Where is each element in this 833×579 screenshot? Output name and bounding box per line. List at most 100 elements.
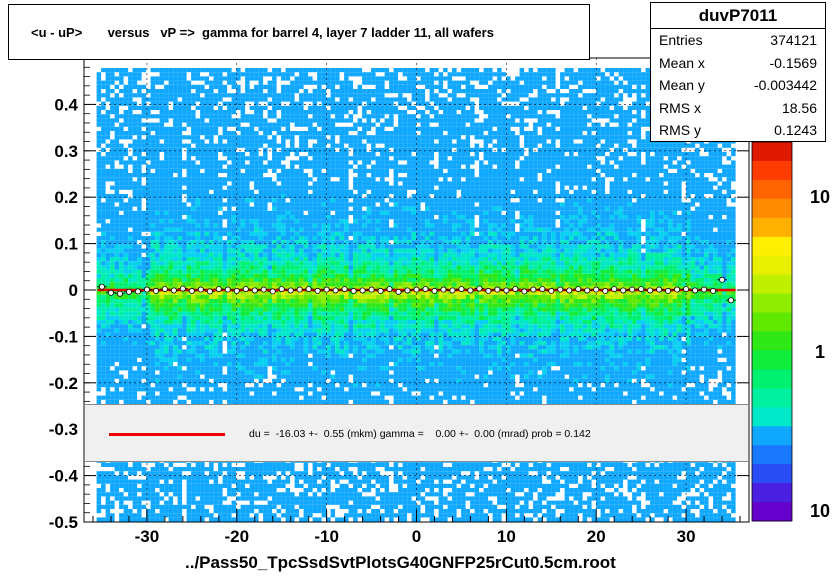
heatmap-cell [132,349,138,354]
heatmap-cell [218,110,223,115]
heatmap-cell [231,118,237,123]
heatmap-cell [146,483,151,488]
heatmap-cell [276,462,282,467]
heatmap-cell [263,236,268,241]
heatmap-cell [204,143,210,148]
heatmap-cell [218,84,223,89]
heatmap-cell [303,202,309,207]
heatmap-cell [159,80,165,85]
heatmap-cell [105,202,111,207]
heatmap-cell [132,202,138,207]
heatmap-cell [317,97,322,102]
heatmap-cell [308,76,313,81]
heatmap-cell [236,395,241,400]
heatmap-cell [182,89,187,94]
heatmap-cell [191,467,196,472]
heatmap-cell [159,349,165,354]
heatmap-cell [258,76,264,81]
heatmap-cell [321,194,327,199]
heatmap-cell [290,244,295,249]
heatmap-cell [105,399,111,404]
heatmap-cell [96,164,102,169]
heatmap-cell [168,185,174,190]
heatmap-cell [164,206,169,211]
heatmap-cell [272,399,277,404]
heatmap-cell [182,303,187,308]
heatmap-cell [155,500,160,505]
heatmap-cell [119,236,124,241]
heatmap-cell [317,84,322,89]
heatmap-cell [254,248,259,253]
heatmap-cell [290,513,295,518]
heatmap-cell [321,370,327,375]
heatmap-cell [254,223,259,228]
heatmap-cell [272,269,277,274]
heatmap-cell [119,97,124,102]
heatmap-cell [123,173,129,178]
heatmap-cell [128,387,133,392]
heatmap-cell [177,110,183,115]
heatmap-cell [191,72,196,77]
heatmap-cell [258,341,264,346]
heatmap-cell [240,105,246,110]
heatmap-cell [168,189,174,194]
heatmap-cell [240,194,246,199]
heatmap-cell [128,303,133,308]
heatmap-cell [258,93,264,98]
heatmap-cell [240,362,246,367]
heatmap-cell [114,261,120,266]
heatmap-cell [240,202,246,207]
heatmap-cell [101,257,106,262]
heatmap-cell [114,68,120,73]
heatmap-cell [276,93,282,98]
heatmap-cell [159,378,165,383]
heatmap-cell [137,219,142,224]
heatmap-cell [218,80,223,85]
heatmap-cell [276,496,282,501]
heatmap-cell [114,320,120,325]
heatmap-cell [168,282,174,287]
heatmap-cell [114,294,120,299]
heatmap-cell [213,488,219,493]
heatmap-cell [245,513,250,518]
heatmap-cell [155,231,160,236]
heatmap-cell [141,496,147,501]
heatmap-cell [236,177,241,182]
heatmap-cell [173,475,178,480]
heatmap-cell [186,84,192,89]
heatmap-cell [204,164,210,169]
heatmap-cell [105,80,111,85]
heatmap-cell [213,202,219,207]
heatmap-cell [213,332,219,337]
heatmap-cell [191,336,196,341]
heatmap-cell [317,194,322,199]
heatmap-cell [213,345,219,350]
heatmap-cell [209,467,214,472]
heatmap-cell [146,194,151,199]
heatmap-cell [200,362,205,367]
heatmap-cell [213,168,219,173]
heatmap-cell [110,345,115,350]
heatmap-cell [182,244,187,249]
heatmap-cell [227,353,232,358]
heatmap-cell [267,231,273,236]
heatmap-cell [245,68,250,73]
heatmap-cell [132,269,138,274]
heatmap-cell [96,105,102,110]
heatmap-cell [299,227,304,232]
heatmap-cell [245,231,250,236]
heatmap-cell [245,349,250,354]
heatmap-cell [222,395,228,400]
heatmap-cell [326,265,331,270]
heatmap-cell [308,374,313,379]
heatmap-cell [231,374,237,379]
heatmap-cell [209,118,214,123]
heatmap-cell [308,164,313,169]
heatmap-cell [281,168,286,173]
heatmap-cell [263,185,268,190]
heatmap-cell [146,311,151,316]
heatmap-cell [164,299,169,304]
heatmap-cell [303,467,309,472]
heatmap-cell [263,273,268,278]
heatmap-cell [312,395,318,400]
